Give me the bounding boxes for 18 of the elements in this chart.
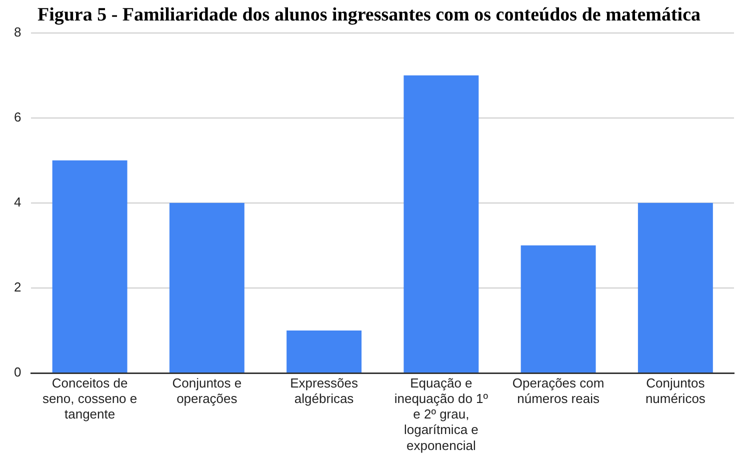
y-tick-label: 6: [14, 109, 22, 124]
x-tick-label: Operações com números reais: [512, 375, 604, 406]
y-tick-label: 4: [14, 194, 22, 210]
chart-title: Figura 5 - Familiaridade dos alunos ingressantes com os conteúdos de matemática: [37, 4, 702, 26]
x-tick-label: Expressões algébricas: [290, 375, 359, 406]
bar: [404, 75, 479, 372]
x-tick-label: Conjuntos numéricos: [645, 375, 706, 406]
bar: [52, 160, 128, 372]
bar: [638, 202, 713, 372]
y-tick-label: 2: [14, 280, 22, 295]
y-tick-label: 0: [14, 364, 22, 380]
x-tick-label: Equação e inequação do 1º e 2º grau, logarítmica e exponencial: [394, 375, 488, 453]
x-tick-label: Conceitos de seno, cosseno e tangente: [42, 375, 138, 422]
bar: [286, 330, 362, 372]
bar: [169, 202, 244, 372]
y-tick-label: 8: [14, 24, 22, 40]
x-tick-label: Conjuntos e operações: [172, 375, 242, 406]
bar: [520, 245, 596, 372]
